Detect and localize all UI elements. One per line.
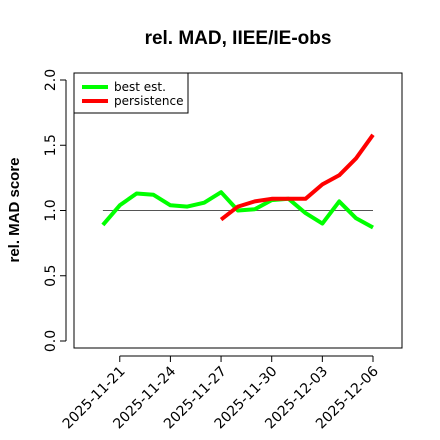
plot-area: 0.00.51.01.52.02025-11-212025-11-242025-…	[43, 69, 403, 432]
legend-label: persistence	[114, 94, 183, 108]
series-line-persistence	[219, 133, 375, 222]
y-axis-label: rel. MAD score	[6, 157, 23, 262]
y-tick-label: 0.5	[43, 265, 59, 287]
plot-frame	[73, 72, 403, 349]
y-tick-label: 1.5	[43, 134, 59, 156]
series-line-best-est	[101, 190, 374, 230]
y-tick-label: 0.0	[43, 330, 59, 352]
chart-title: rel. MAD, IIEE/IE-obs	[145, 28, 332, 49]
y-tick-label: 1.0	[43, 199, 59, 221]
y-tick-label: 2.0	[43, 69, 59, 91]
legend-label: best est.	[114, 80, 166, 94]
legend-box	[73, 72, 189, 114]
